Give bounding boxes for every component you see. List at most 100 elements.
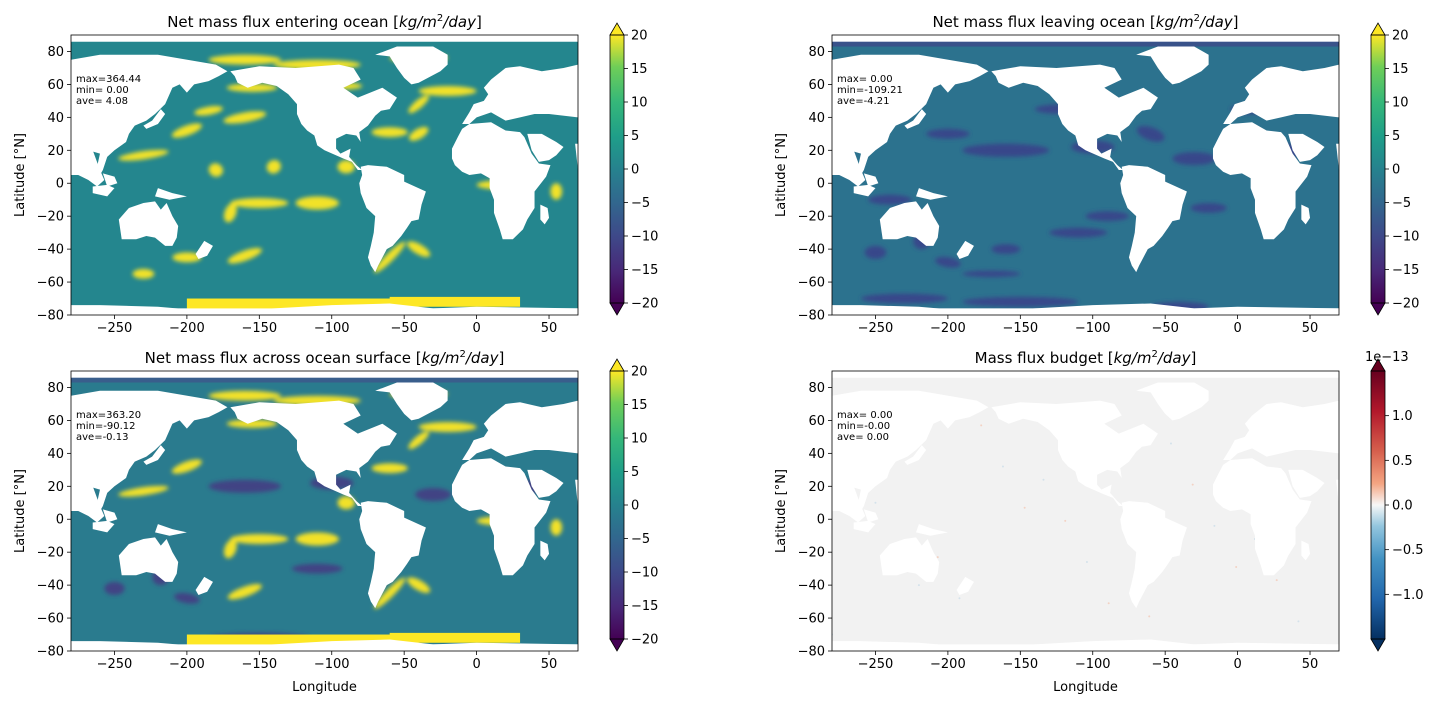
y-tick-label: 40 [808,447,825,462]
axes-frame [70,370,579,652]
stats-annotation: max= 0.00 [837,410,893,421]
x-tick-label: −50 [390,657,417,672]
stats-annotation: min=-0.00 [837,421,890,432]
x-tick-label: 50 [1302,657,1319,672]
y-tick-label: −80 [37,309,64,324]
stats-annotation: ave= 0.00 [837,432,889,443]
colorbar-tick-label: 0 [631,499,639,514]
high-flux-feature [295,532,339,546]
heatmap-field [71,371,578,651]
high-flux-feature [266,160,281,174]
y-tick-label: −40 [798,243,825,258]
noise-speck [1064,519,1067,522]
high-flux-feature [132,268,155,279]
noise-speck [1042,478,1045,481]
high-flux-feature [194,105,223,116]
colorbar-tick-label: 20 [1392,29,1409,44]
x-tick-label: 0 [472,657,480,672]
no-data-top [832,371,1339,378]
low-flux-feature [991,244,1021,255]
colorbar-extend-max [1370,22,1386,36]
x-tick-label: −100 [314,657,350,672]
noise-speck [1213,524,1216,527]
high-flux-feature [172,252,202,263]
colorbar-gradient [610,371,624,639]
high-flux-feature [227,583,262,600]
y-axis-label: Latitude [°N] [13,133,28,217]
y-tick-label: −40 [37,243,64,258]
subplot-title: Net mass flux leaving ocean [kg/m2/day] [932,13,1238,31]
high-flux-feature [118,149,169,161]
x-tick-label: −250 [97,657,133,672]
colorbar: −20 −15 −10 −5 0 5 10 15 20 [609,22,658,316]
colorbar-extend-max [609,358,625,372]
colorbar-tick-label: 0 [1392,163,1400,178]
stats-annotation: min=-109.21 [837,85,903,96]
high-flux-feature [171,123,202,138]
stats-annotation: min=-90.12 [76,421,135,432]
low-flux-feature [291,563,343,574]
stats-annotation: max= 0.00 [837,74,893,85]
subplot-4: −250 −200 −150 −100 −50 0 50−80−60−40−20020406… [774,349,1424,695]
low-flux-feature [935,256,961,268]
colorbar-extend-min [609,302,625,316]
y-tick-label: −40 [798,579,825,594]
colorbar: −20 −15 −10 −5 0 5 10 15 20 [609,358,658,652]
noise-speck [1169,442,1172,445]
axes-frame [70,34,579,316]
colorbar-tick-label: −10 [631,230,658,245]
x-tick-label: −150 [1002,657,1038,672]
antarctic-band [389,296,521,307]
colorbar-tick-label: 5 [631,129,639,144]
stats-annotation: max=363.20 [76,410,141,421]
colorbar-tick-label: −15 [631,263,658,278]
colorbar-tick-label: 10 [631,96,648,111]
high-flux-feature [550,183,563,200]
noise-speck [980,424,983,427]
stats-annotation: ave=-4.21 [837,96,889,107]
x-tick-label: 0 [1233,321,1241,336]
high-flux-feature [371,127,408,138]
x-tick-label: −50 [1151,321,1178,336]
high-flux-feature [223,111,267,124]
colorbar: −20 −15 −10 −5 0 5 10 15 20 [1370,22,1419,316]
y-tick-label: 0 [56,513,64,528]
high-flux-feature [230,534,289,544]
colorbar-tick-label: 5 [1392,129,1400,144]
colorbar-tick-label: 1.0 [1392,409,1413,424]
low-flux-feature [868,194,912,205]
colorbar-extend-max [609,22,625,36]
field-features [860,104,1318,312]
axes-frame [831,34,1340,316]
colorbar-gradient [1371,371,1385,639]
noise-speck [917,584,920,587]
y-tick-label: −20 [798,210,825,225]
y-tick-label: 60 [808,78,825,93]
y-axis-label: Latitude [°N] [774,469,789,553]
high-flux-feature [208,54,282,65]
noise-speck [958,597,961,600]
subplot-2: −250 −200 −150 −100 −50 0 50−80−60−40−20020406… [774,13,1419,336]
colorbar-tick-label: −5 [631,196,650,211]
colorbar-tick-label: −10 [631,566,658,581]
no-data-bottom [71,308,578,315]
colorbar-gradient [1371,35,1385,303]
colorbar-tick-label: 10 [1392,96,1409,111]
colorbar: −1.0 −0.5 0.0 0.5 1.0 1e−13 [1365,350,1424,652]
axes-frame [831,370,1340,652]
no-data-top [832,35,1339,42]
heatmap-field [71,35,578,315]
low-flux-feature [1172,151,1216,166]
noise-speck [1235,566,1238,568]
y-tick-label: −20 [37,546,64,561]
y-tick-label: 80 [47,45,64,60]
subplot-title: Mass flux budget [kg/m2/day] [975,349,1197,367]
colorbar-extend-min [1370,638,1386,652]
stats-annotation: ave= 4.08 [76,96,128,107]
x-tick-label: −200 [169,321,205,336]
high-flux-feature [374,241,406,273]
x-tick-label: −150 [241,321,277,336]
y-tick-label: 60 [47,78,64,93]
high-flux-feature [223,539,237,559]
